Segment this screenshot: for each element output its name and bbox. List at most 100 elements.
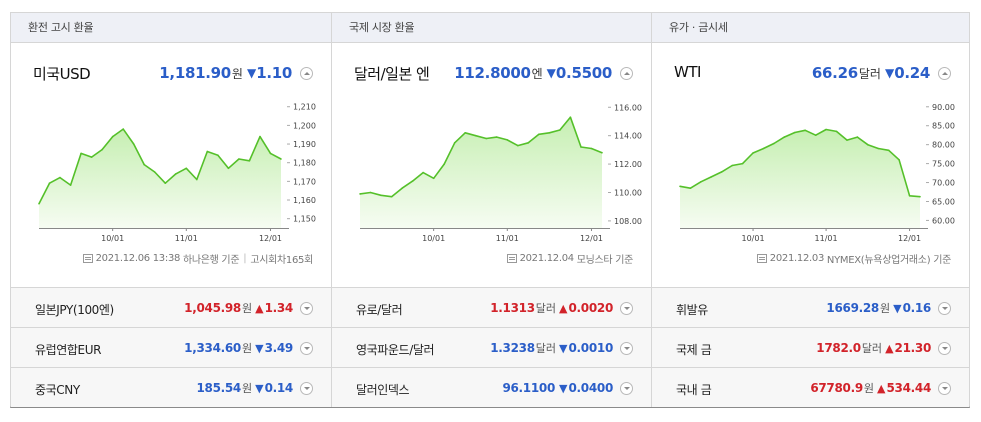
column-oil-gold: 유가 · 금시세 WTI 66.26 달러 ▼ 0.24 10/01 11/01 1… [651,13,969,407]
data-point [238,158,240,160]
expand-chevron-icon[interactable] [620,301,633,315]
list-item[interactable]: 휘발유 1669.28 원 ▼ 0.16 [652,287,969,327]
chart-line [359,116,603,198]
collapse-chevron-icon[interactable] [620,66,633,80]
item-change: 534.44 [886,381,931,395]
source-date: 2021.12.03 [769,253,825,264]
data-point [794,131,796,134]
data-point [90,156,93,158]
summary-price: 66.26 [811,64,858,82]
data-point [453,142,456,144]
expand-chevron-icon[interactable] [300,301,313,315]
data-point [443,163,445,165]
summary-unit: 달러 [858,66,881,81]
item-change: 3.49 [264,341,294,355]
data-point [835,130,838,133]
expand-chevron-icon[interactable] [620,341,633,355]
data-point [689,187,692,189]
down-triangle-icon: ▼ [546,66,556,80]
item-unit: 원 [241,302,253,315]
data-point [48,182,51,184]
item-change: 0.0400 [568,381,613,395]
y-tick-label: 112.00 [614,160,642,169]
data-point [432,177,435,180]
summary-change: 1.10 [256,64,292,82]
summary-usd-jpy[interactable]: 달러/일본 엔 112.8000 엔 ▼ 0.5500 [332,61,651,85]
summary-name: 달러/일본 엔 [354,65,430,83]
expand-chevron-icon[interactable] [938,301,951,315]
summary-unit: 엔 [531,66,543,81]
expand-chevron-icon[interactable] [938,381,951,395]
data-point [804,129,806,132]
up-triangle-icon: ▲ [885,341,894,355]
data-point [474,134,477,137]
data-point [380,194,382,197]
summary-wti[interactable]: WTI 66.26 달러 ▼ 0.24 [652,61,969,85]
item-unit: 달러 [535,302,557,315]
data-point [132,143,135,145]
y-tick-label: 1,160 [293,196,316,205]
list-item[interactable]: 중국CNY 185.54 원 ▼ 0.14 [11,367,331,407]
list-item[interactable]: 달러인덱스 96.1100 ▼ 0.0400 [332,367,651,407]
expand-chevron-icon[interactable] [300,381,313,395]
item-name: 유럽연합EUR [35,343,102,357]
data-point [175,173,177,175]
source-date: 2021.12.06 13:38 [95,253,181,264]
data-point [401,187,403,189]
list-item[interactable]: 일본JPY(100엔) 1,045.98 원 ▲ 1.34 [11,287,331,327]
y-tick-label: 85.00 [932,122,955,131]
x-tick-label: 10/01 [422,234,445,243]
item-price: 1669.28 [826,301,879,315]
data-point [517,144,519,147]
data-point [38,202,40,205]
data-point [538,133,540,136]
summary-price: 112.8000 [454,64,531,82]
rate-list: 일본JPY(100엔) 1,045.98 원 ▲ 1.34 유럽연합EUR 1,… [11,287,331,407]
data-point [867,143,869,146]
y-tick-label: 110.00 [614,188,642,197]
data-point [485,137,488,140]
data-point [206,150,209,153]
list-item[interactable]: 유로/달러 1.1313 달러 ▲ 0.0020 [332,287,651,327]
item-price: 96.1100 [502,381,556,395]
summary-usd[interactable]: 미국USD 1,181.90 원 ▼ 1.10 [11,61,331,85]
y-tick-label: 80.00 [932,141,955,150]
data-point [111,135,114,138]
data-point [814,134,817,136]
summary-unit: 원 [231,66,243,81]
source-provider: NYMEX(뉴욕상업거래소) 기준 [826,255,951,266]
item-unit: 원 [879,302,891,315]
expand-chevron-icon[interactable] [300,341,313,355]
market-widget: 환전 고시 환율 미국USD 1,181.90 원 ▼ 1.10 10/01 11… [10,12,970,408]
wti-chart: 10/01 11/01 12/01 90.00 85.00 80.00 75.00 70.00… [679,103,955,243]
data-point [731,164,733,167]
expand-chevron-icon[interactable] [620,381,633,395]
item-unit: 원 [863,382,875,395]
data-point [280,158,282,160]
collapse-chevron-icon[interactable] [938,66,951,80]
data-point [773,142,775,145]
data-point [919,195,921,198]
source-extra: 고시회차165회 [250,255,313,266]
list-item[interactable]: 유럽연합EUR 1,334.60 원 ▼ 3.49 [11,327,331,367]
x-tick-label: 12/01 [259,234,282,243]
item-name: 달러인덱스 [356,383,410,397]
list-item[interactable]: 국제 금 1782.0 달러 ▲ 21.30 [652,327,969,367]
item-name: 국제 금 [676,343,712,357]
list-item[interactable]: 영국파운드/달러 1.3238 달러 ▼ 0.0010 [332,327,651,367]
source-doc-icon [82,254,93,263]
chart-area [680,129,920,228]
collapse-chevron-icon[interactable] [300,66,313,80]
x-tick-label: 11/01 [175,234,198,243]
expand-chevron-icon[interactable] [938,341,951,355]
x-tick-label: 11/01 [815,234,838,243]
list-item[interactable]: 국내 금 67780.9 원 ▲ 534.44 [652,367,969,407]
item-price: 1782.0 [816,341,861,355]
x-tick-label: 10/01 [101,234,124,243]
down-triangle-icon: ▼ [559,341,568,355]
summary-price: 1,181.90 [159,64,231,82]
y-tick-label: 108.00 [614,217,642,226]
data-point [908,195,911,197]
summary-name: 미국USD [33,65,91,83]
data-point [887,149,890,152]
